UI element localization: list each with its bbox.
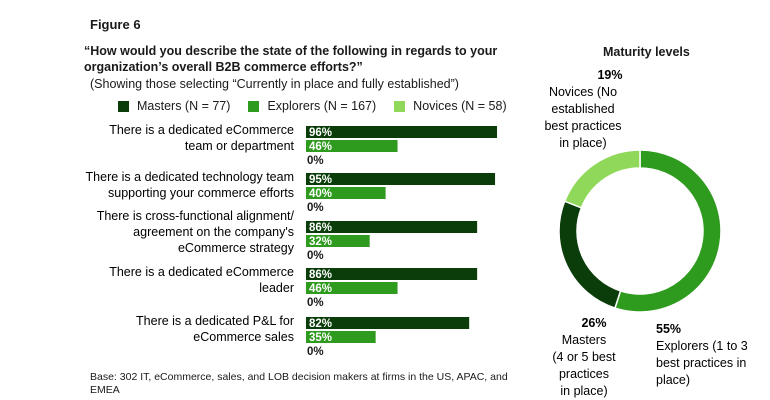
bar-chart: There is a dedicated eCommerce team or de… [86, 123, 498, 358]
data-label-masters: 95% [309, 174, 332, 186]
chart-subtitle: (Showing those selecting “Currently in p… [90, 77, 459, 91]
bar-explorers [306, 331, 376, 343]
legend-label-explorers: Explorers (N = 167) [267, 99, 377, 113]
donut-text-explorers: Explorers (1 to 3 [656, 339, 748, 353]
data-label-masters: 96% [309, 127, 332, 139]
bar-group: There is a dedicated technology team supp… [86, 170, 496, 214]
donut-text-masters: Masters [562, 333, 606, 347]
legend: Masters (N = 77) Explorers (N = 167) Nov… [118, 99, 525, 113]
base-note: Base: 302 IT, eCommerce, sales, and LOB … [90, 371, 508, 396]
category-label: team or department [185, 139, 295, 153]
bar-explorers [306, 235, 370, 247]
category-label: leader [259, 281, 294, 295]
category-label: eCommerce sales [193, 330, 294, 344]
donut-slice-novices [563, 149, 641, 209]
bar-masters [306, 173, 496, 185]
bar-group: There is a dedicated eCommerce team or de… [109, 123, 498, 167]
data-label-masters: 86% [309, 269, 332, 281]
donut-text-masters: (4 or 5 best [552, 350, 616, 364]
legend-swatch-novices [394, 100, 406, 112]
bar-group: There is a dedicated P&L for eCommerce sa… [136, 314, 470, 358]
category-label: eCommerce strategy [178, 241, 295, 255]
data-label-explorers: 40% [309, 188, 332, 200]
data-label-masters: 82% [309, 318, 332, 330]
donut-text-novices: established [551, 102, 614, 116]
bar-group: There is a dedicated eCommerce leader 86% 4… [109, 265, 478, 309]
chart-question: “How would you describe the state of the… [84, 44, 498, 74]
donut-text-novices: Novices (No [549, 85, 617, 99]
category-label: There is a dedicated eCommerce [109, 123, 294, 137]
donut-pct-explorers: 55% [656, 322, 681, 336]
donut-text-explorers: best practices in [656, 356, 746, 370]
bar-explorers [306, 140, 398, 152]
donut-slice-explorers [614, 149, 722, 313]
legend-label-novices: Novices (N = 58) [413, 99, 507, 113]
category-label: There is a dedicated eCommerce [109, 265, 294, 279]
data-label-novices: 0% [307, 346, 324, 358]
data-label-novices: 0% [307, 250, 324, 262]
data-label-explorers: 46% [309, 283, 332, 295]
bar-masters [306, 317, 470, 329]
donut-label-explorers: 55% Explorers (1 to 3 best practices in pla… [656, 322, 748, 387]
donut-slice-masters [558, 200, 622, 309]
legend-item-novices: Novices (N = 58) [394, 99, 507, 113]
data-label-novices: 0% [307, 202, 324, 214]
figure-label: Figure 6 [90, 17, 141, 32]
data-label-masters: 86% [309, 222, 332, 234]
donut-label-masters: 26% Masters (4 or 5 best practices in place) [552, 316, 616, 398]
legend-label-masters: Masters (N = 77) [137, 99, 231, 113]
bar-masters [306, 221, 478, 233]
donut-text-masters: in place) [560, 384, 607, 398]
category-label: There is a dedicated technology team [86, 170, 294, 184]
category-label: agreement on the company's [133, 225, 294, 239]
bar-group: There is cross-functional alignment/agre… [97, 209, 478, 262]
donut-pct-masters: 26% [581, 316, 606, 330]
category-label: There is a dedicated P&L for [136, 314, 294, 328]
legend-item-explorers: Explorers (N = 167) [248, 99, 376, 113]
donut-label-novices: 19% Novices (No established best practices i… [544, 68, 622, 150]
donut-text-novices: in place) [559, 136, 606, 150]
donut-text-explorers: place) [656, 373, 690, 387]
donut-title: Maturity levels [603, 45, 690, 59]
category-label: supporting your commerce efforts [108, 186, 294, 200]
legend-swatch-masters [118, 100, 129, 112]
bar-explorers [306, 282, 398, 294]
data-label-novices: 0% [307, 155, 324, 167]
bar-explorers [306, 187, 386, 199]
data-label-explorers: 35% [309, 332, 332, 344]
donut-text-masters: practices [559, 367, 609, 381]
category-label: There is cross-functional alignment/ [97, 209, 295, 223]
bar-masters [306, 126, 498, 138]
data-label-explorers: 46% [309, 141, 332, 153]
bar-masters [306, 268, 478, 280]
data-label-explorers: 32% [309, 236, 332, 248]
legend-item-masters: Masters (N = 77) [118, 99, 230, 113]
donut-pct-novices: 19% [597, 68, 622, 82]
donut-text-novices: best practices [544, 119, 621, 133]
legend-swatch-explorers [248, 100, 260, 112]
data-label-novices: 0% [307, 297, 324, 309]
